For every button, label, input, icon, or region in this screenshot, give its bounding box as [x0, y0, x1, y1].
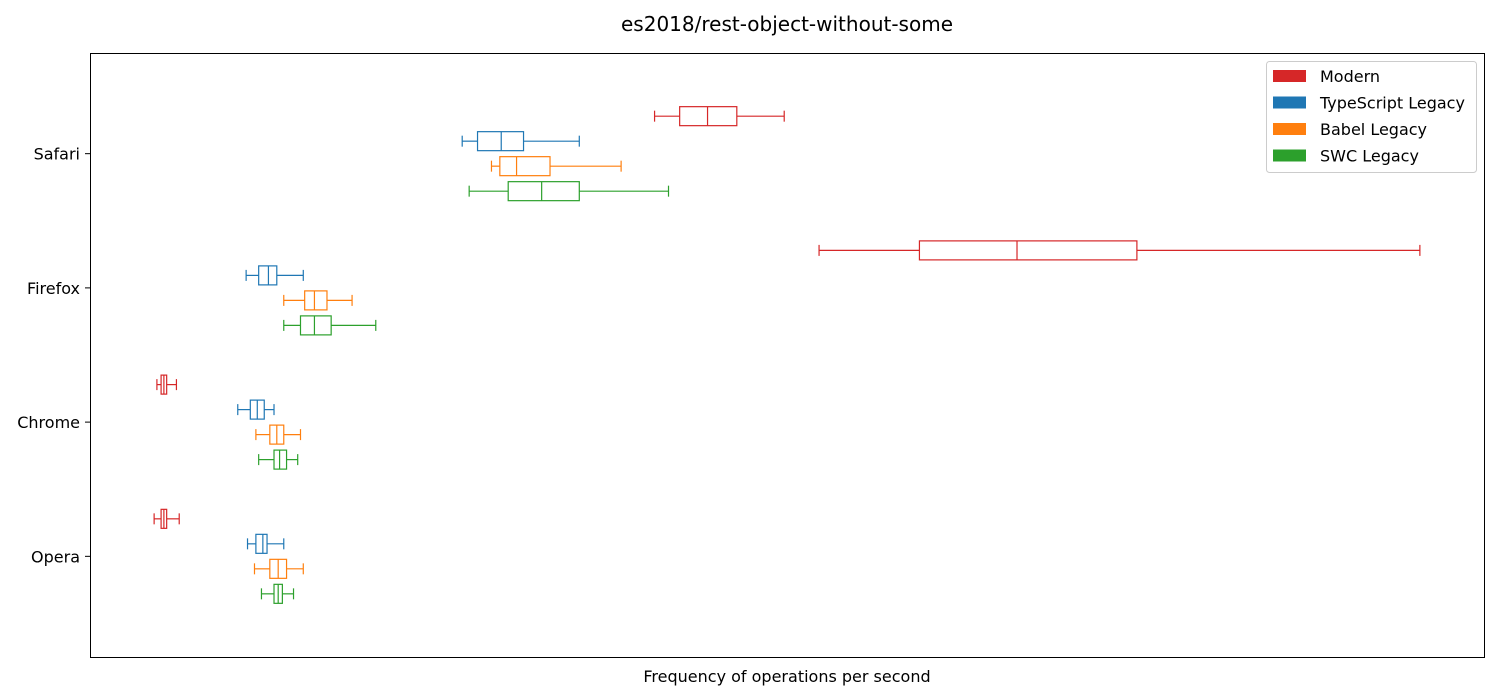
box-modern-chrome	[156, 374, 178, 395]
box-iqr	[679, 106, 738, 127]
box-modern-safari	[653, 106, 785, 127]
box-iqr	[255, 533, 268, 554]
box-babel-legacy-opera	[253, 558, 304, 579]
legend-label: SWC Legacy	[1320, 147, 1419, 166]
box-babel-legacy-firefox	[283, 290, 353, 311]
box-iqr	[273, 449, 288, 470]
box-iqr	[304, 290, 328, 311]
legend: Modern TypeScript Legacy Babel Legacy SWC L…	[1266, 61, 1477, 173]
box-swc-legacy-firefox	[283, 315, 377, 336]
box-babel-legacy-safari	[490, 156, 622, 177]
legend-swatch	[1273, 96, 1306, 109]
x-axis-label: Frequency of operations per second	[643, 667, 930, 686]
legend-label: Babel Legacy	[1320, 120, 1427, 139]
box-modern-opera	[153, 508, 180, 529]
box-iqr	[918, 240, 1138, 261]
y-tick-label: Safari	[34, 145, 80, 164]
box-babel-legacy-chrome	[255, 424, 302, 445]
box-swc-legacy-chrome	[258, 449, 299, 470]
box-iqr	[507, 181, 580, 202]
box-typescript-legacy-firefox	[245, 265, 304, 286]
legend-label: Modern	[1320, 67, 1380, 86]
box-iqr	[499, 156, 551, 177]
box-typescript-legacy-opera	[246, 533, 285, 554]
box-modern-firefox	[818, 240, 1421, 261]
legend-label: TypeScript Legacy	[1319, 94, 1465, 113]
box-typescript-legacy-chrome	[237, 399, 275, 420]
box-typescript-legacy-safari	[461, 131, 580, 152]
legend-frame	[1266, 61, 1477, 173]
box-iqr	[299, 315, 332, 336]
y-tick-label: Firefox	[27, 279, 80, 298]
chart-title: es2018/rest-object-without-some	[621, 12, 953, 36]
box-iqr	[476, 131, 525, 152]
plot-area-frame	[90, 53, 1485, 658]
y-tick-label: Opera	[31, 547, 80, 566]
box-swc-legacy-opera	[260, 583, 295, 604]
box-iqr	[258, 265, 278, 286]
legend-swatch	[1273, 70, 1306, 82]
y-tick-label: Chrome	[17, 413, 80, 432]
box-series-group	[153, 106, 1421, 604]
y-axis: Safari Firefox Chrome Opera	[17, 145, 90, 566]
box-swc-legacy-safari	[468, 181, 670, 202]
legend-swatch	[1273, 149, 1306, 162]
legend-swatch	[1273, 123, 1306, 135]
